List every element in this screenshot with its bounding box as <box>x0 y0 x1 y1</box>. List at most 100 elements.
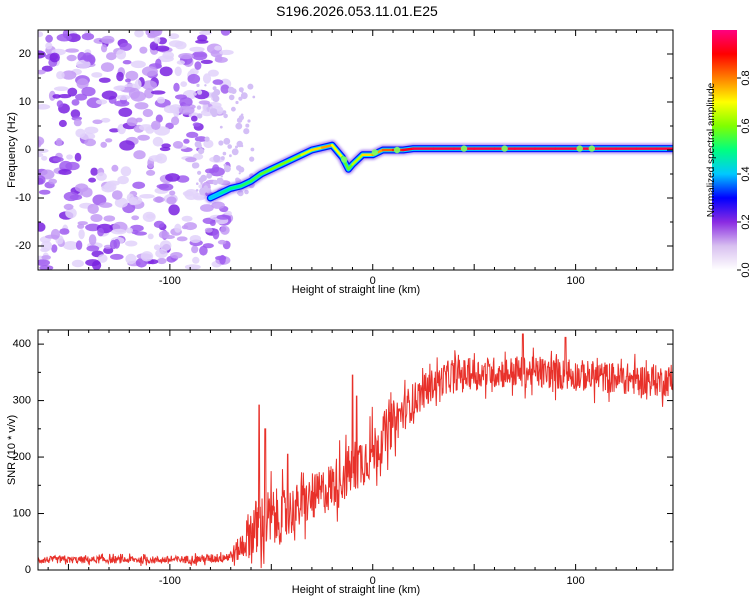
noise-blob <box>74 152 82 162</box>
noise-blob <box>122 60 132 65</box>
noise-blob <box>166 196 177 205</box>
noise-blob <box>106 52 117 61</box>
ridge-segment <box>219 187 232 195</box>
noise-blob <box>38 104 51 110</box>
noise-speckle <box>227 86 235 94</box>
noise-blob <box>162 51 174 60</box>
noise-blob <box>58 119 67 128</box>
snr-line <box>38 333 673 569</box>
noise-blob <box>220 225 230 235</box>
noise-blob <box>184 264 201 270</box>
noise-blob <box>59 160 73 172</box>
noise-speckle <box>191 162 199 169</box>
noise-blob <box>165 173 180 182</box>
noise-speckle <box>223 165 231 173</box>
noise-blob <box>158 230 170 239</box>
noise-blob <box>114 197 128 208</box>
noise-blob <box>48 90 56 101</box>
noise-blob <box>126 193 135 203</box>
noise-blob <box>66 54 77 62</box>
noise-blob <box>111 190 123 200</box>
noise-blob <box>38 148 49 154</box>
colorbar-tick-label: 0.4 <box>740 166 750 181</box>
noise-blob <box>149 41 159 51</box>
noise-blob <box>133 150 146 160</box>
noise-blob <box>49 52 60 63</box>
noise-blob <box>56 100 64 108</box>
noise-blob <box>212 164 220 173</box>
noise-blob <box>67 87 78 97</box>
noise-blob <box>101 117 111 123</box>
noise-blob <box>151 120 161 130</box>
noise-blob <box>38 69 46 75</box>
snr-content <box>38 333 673 569</box>
noise-blob <box>207 69 219 77</box>
noise-speckle <box>245 123 250 128</box>
noise-blob <box>51 244 58 253</box>
noise-blobs <box>38 30 234 270</box>
noise-blob <box>130 60 146 69</box>
noise-blob <box>76 78 89 89</box>
noise-blob <box>212 79 224 85</box>
ridge-segment <box>401 147 415 152</box>
noise-speckle <box>240 92 248 100</box>
noise-blob <box>96 172 107 181</box>
noise-blob <box>116 71 124 82</box>
noise-blob <box>141 66 158 77</box>
noise-blob <box>192 256 200 264</box>
noise-blob <box>116 49 127 60</box>
noise-blob <box>181 215 193 222</box>
noise-blob <box>197 34 208 42</box>
noise-blob <box>79 132 96 141</box>
noise-blob <box>73 118 82 127</box>
colorbar-tick-label: 0.2 <box>740 214 750 229</box>
noise-blob <box>48 178 57 185</box>
noise-blob <box>105 138 113 143</box>
noise-blob <box>59 228 70 235</box>
ridge-highlights <box>341 145 595 163</box>
spectrogram-content <box>38 30 673 270</box>
noise-speckle <box>231 106 236 112</box>
noise-blob <box>142 108 154 118</box>
noise-blob <box>65 207 77 219</box>
noise-blob <box>87 203 99 214</box>
noise-blob <box>155 248 168 259</box>
noise-blob <box>211 201 225 209</box>
noise-blob <box>92 119 103 125</box>
noise-blob <box>195 39 209 44</box>
noise-speckle <box>223 163 227 167</box>
x-tick-label: -100 <box>159 275 181 287</box>
noise-blob <box>132 181 146 189</box>
ridge-segment <box>270 163 283 171</box>
ridge-segment <box>249 172 263 183</box>
noise-speckle <box>235 145 238 149</box>
ridge-highlight <box>371 149 378 156</box>
ridge-segment <box>330 143 344 159</box>
noise-blob <box>98 77 111 83</box>
noise-blob <box>146 213 155 219</box>
noise-blob <box>191 115 198 122</box>
noise-blob <box>186 131 199 138</box>
snr-frame <box>37 329 674 571</box>
noise-blob <box>216 214 231 220</box>
noise-speckles <box>191 83 256 197</box>
x-tick-label: 0 <box>370 275 376 287</box>
noise-blob <box>179 97 193 107</box>
noise-blob <box>40 247 49 253</box>
noise-blob <box>45 34 53 43</box>
ridge-highlight <box>576 145 583 152</box>
noise-blob <box>125 70 139 81</box>
noise-blob <box>194 61 202 70</box>
noise-blob <box>65 48 79 53</box>
noise-blob <box>45 234 59 239</box>
noise-blob <box>78 229 85 240</box>
ridge-segment <box>229 184 243 190</box>
noise-speckle <box>198 177 205 183</box>
figure-title: S196.2026.053.11.01.E25 <box>276 3 438 19</box>
noise-blob <box>77 223 85 229</box>
noise-blob <box>199 245 208 256</box>
noise-blob <box>62 241 79 250</box>
noise-blob <box>110 253 124 260</box>
y-tick-label: 400 <box>13 338 31 350</box>
